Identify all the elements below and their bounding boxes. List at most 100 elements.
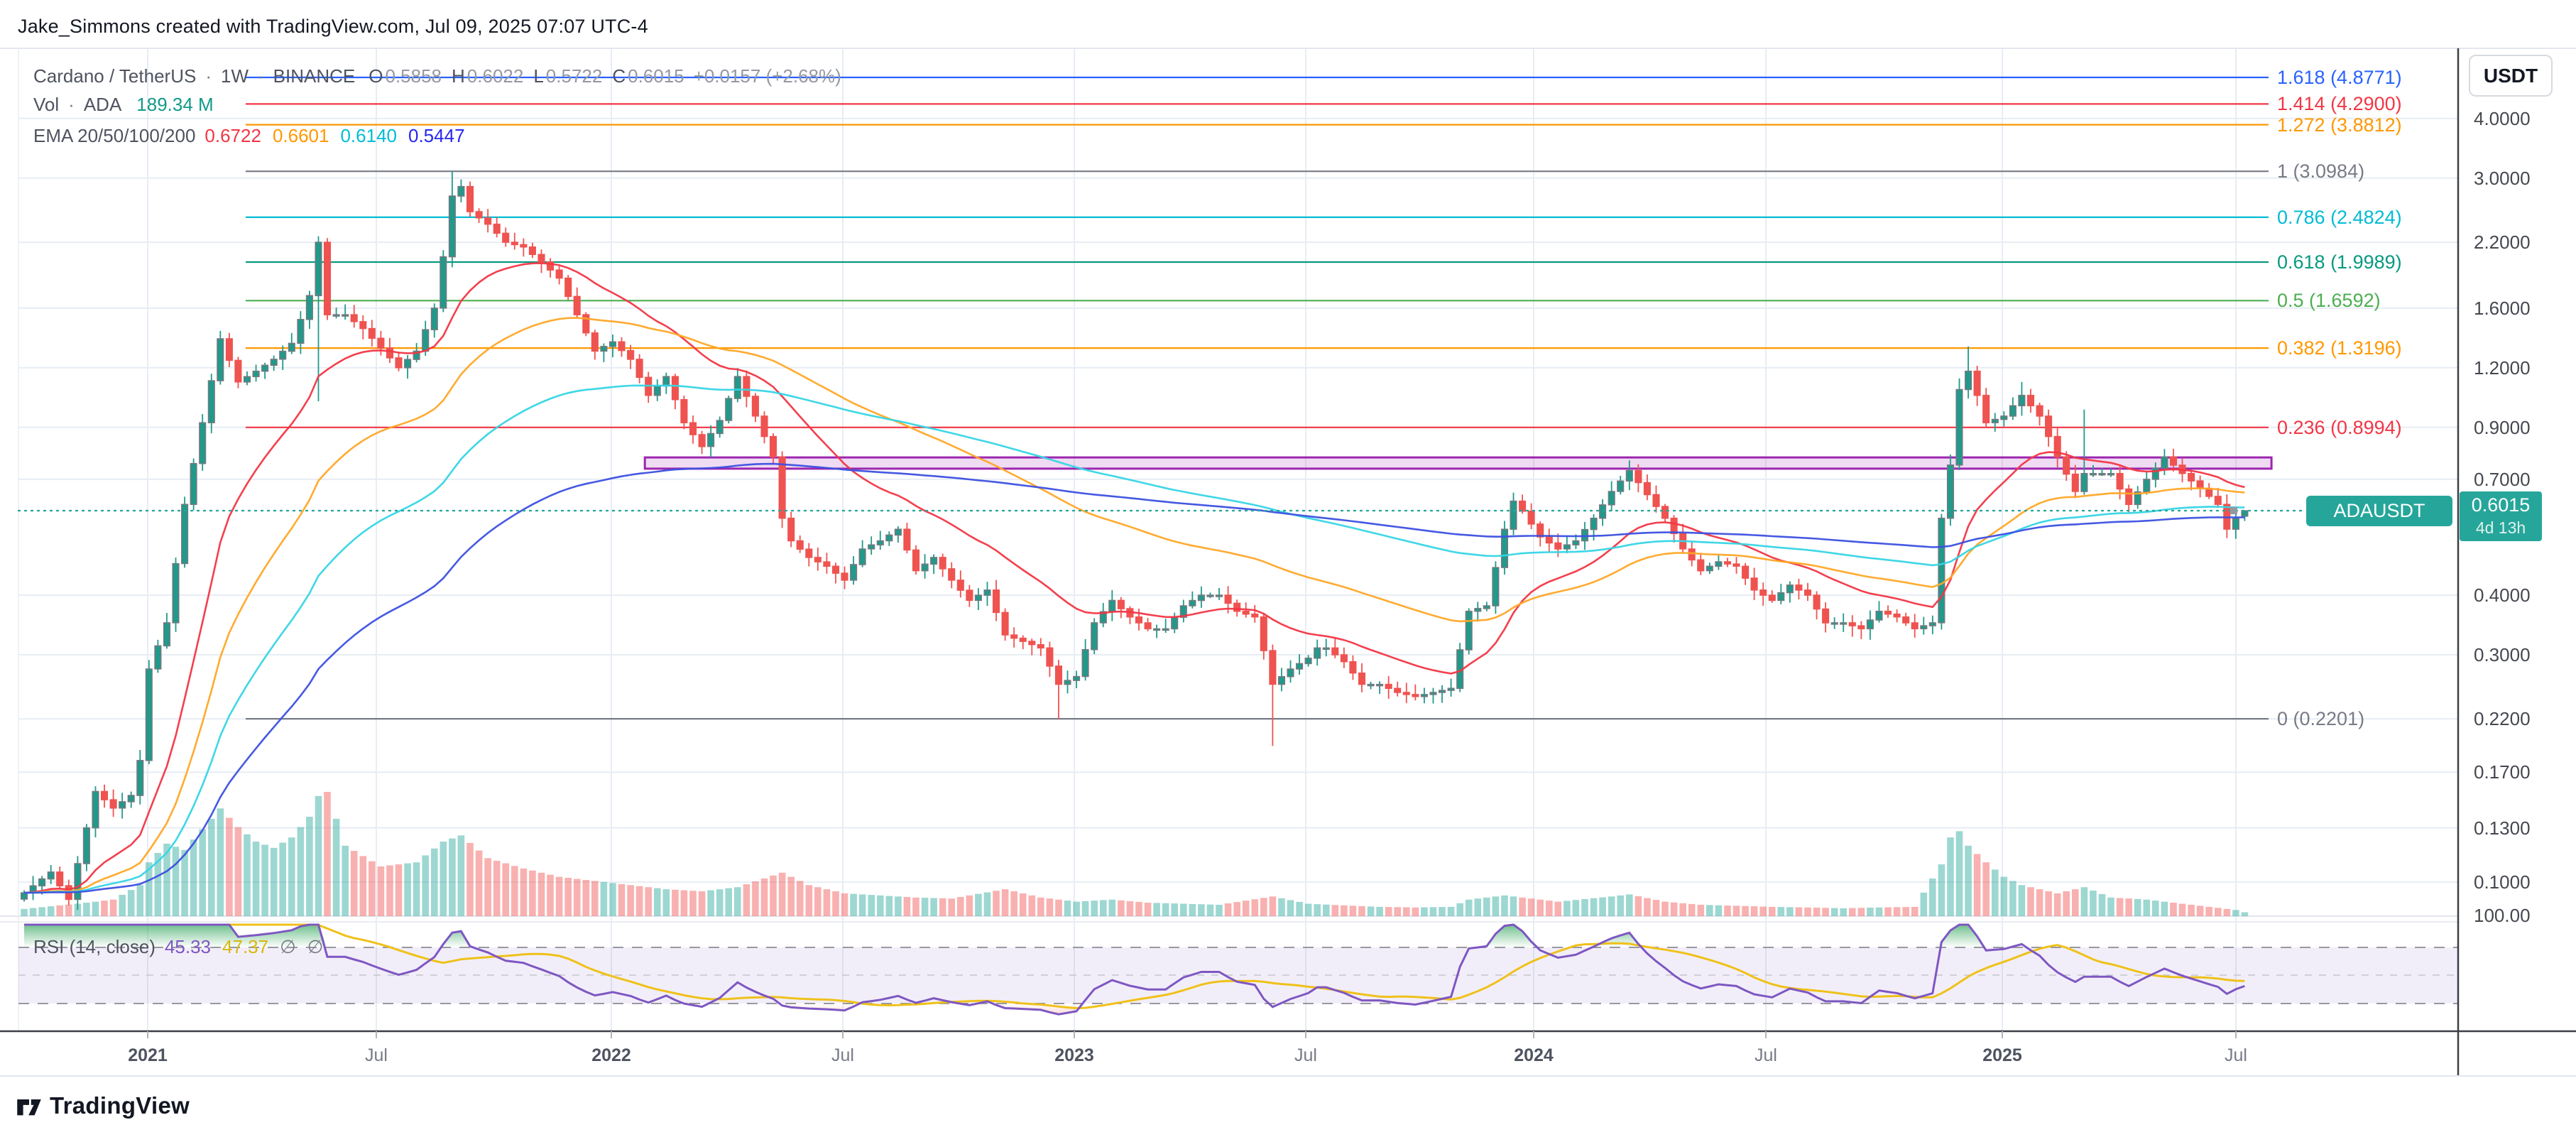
volume-bar (449, 838, 456, 916)
candle-body (1884, 610, 1892, 615)
candle-body (1840, 622, 1848, 625)
ohlc-item: L 0.5722 (533, 65, 603, 87)
volume-bar (2143, 899, 2151, 916)
candle-body (234, 359, 242, 383)
candle-body (181, 504, 189, 565)
volume-bar (1867, 908, 1874, 916)
exchange-label: BINANCE (273, 65, 356, 87)
volume-bar (386, 865, 393, 916)
candle-body (2169, 456, 2178, 466)
candle-body (1848, 622, 1856, 626)
volume-bar (1019, 893, 1027, 916)
volume-bar (315, 795, 322, 916)
candle-body (2000, 415, 2008, 420)
candle-body (787, 517, 795, 542)
candle-body (1304, 658, 1312, 665)
candle-body (430, 308, 438, 330)
last-price-value: 0.6015 (2471, 494, 2531, 516)
candle-body (172, 562, 180, 624)
volume-bar (1572, 900, 1580, 916)
symbol-title[interactable]: Cardano / TetherUS (33, 65, 197, 87)
volume-bar (163, 843, 170, 916)
tradingview-brand[interactable]: TradingView (16, 1092, 190, 1119)
candle-body (109, 799, 117, 809)
volume-bar (707, 890, 714, 916)
volume-bar (413, 862, 420, 916)
volume-bar (2196, 906, 2204, 916)
candle-body (145, 668, 153, 761)
volume-bar (2188, 905, 2195, 916)
candle-body (2232, 517, 2239, 530)
volume-bar (1849, 908, 1856, 916)
change-value: +0.0157 (+2.68%) (693, 65, 841, 87)
volume-bar (823, 889, 831, 916)
candle-body (413, 350, 420, 360)
candle-body (2214, 496, 2222, 505)
candle-body (1955, 388, 1963, 466)
volume-bar (1108, 899, 1116, 916)
candle-body (1260, 616, 1267, 651)
volume-bar (1358, 906, 1365, 916)
candle-body (404, 359, 412, 369)
volume-bar (2170, 903, 2177, 916)
candle-body (894, 528, 902, 536)
volume-bar (74, 903, 82, 916)
volume-bar (190, 839, 197, 916)
candle-body (1046, 647, 1054, 667)
legend-separator: · (68, 94, 75, 115)
candle-body (475, 211, 483, 219)
time-tick-label: Jul (365, 1045, 388, 1065)
candle-body (386, 347, 394, 359)
candle-body (760, 415, 768, 437)
candle-body (2063, 456, 2070, 475)
candle-body (1010, 634, 1018, 639)
ohlc-item: C 0.6015 (612, 65, 684, 87)
candle-body (448, 195, 456, 258)
fib-level-label: 0.382 (1.3196) (2277, 337, 2402, 359)
volume-bar (975, 893, 982, 916)
volume-bar (2063, 891, 2070, 916)
volume-bar (1652, 900, 1660, 916)
volume-bar (1421, 907, 1428, 916)
volume-bar (484, 858, 491, 916)
tradingview-brand-text: TradingView (50, 1092, 190, 1119)
candle-body (1447, 687, 1455, 691)
candle-body (671, 376, 679, 401)
currency-toggle-button[interactable]: USDT (2469, 55, 2553, 97)
candle-body (831, 565, 840, 574)
volume-bar (618, 883, 626, 916)
volume-bar (1492, 896, 1500, 916)
volume-bar (1644, 898, 1651, 916)
candle-body (743, 376, 751, 397)
volume-bar (369, 861, 376, 916)
candle-body (1117, 599, 1125, 609)
price-tick-label: 2.2000 (2474, 232, 2531, 254)
volume-bar (1135, 901, 1142, 916)
candle-body (1064, 680, 1071, 685)
candle-body (1688, 548, 1696, 561)
volume-bar (38, 907, 45, 916)
volume-bar (2072, 889, 2079, 916)
candle-body (1269, 650, 1277, 685)
bar-countdown: 4d 13h (2475, 518, 2526, 537)
candle-body (618, 341, 626, 352)
volume-bar (752, 881, 759, 916)
candle-body (199, 422, 207, 464)
candle-body (689, 422, 697, 435)
volume-bar (1260, 898, 1267, 916)
volume-bar (2080, 887, 2088, 916)
rsi-scale-label: 100.00 (2474, 905, 2531, 926)
candle-body (261, 364, 269, 372)
ema-value: 0.6601 (272, 125, 329, 146)
candle-body (342, 314, 349, 317)
volume-bar (796, 881, 804, 916)
interval-label[interactable]: 1W (221, 65, 249, 87)
legend-symbol-row: Cardano / TetherUS · 1W · BINANCE O 0.585… (33, 65, 841, 87)
candle-body (2098, 472, 2106, 476)
volume-bar (1830, 908, 1838, 916)
volume-bar (1206, 904, 1214, 916)
candle-body (243, 376, 251, 383)
candle-body (1928, 622, 1936, 626)
